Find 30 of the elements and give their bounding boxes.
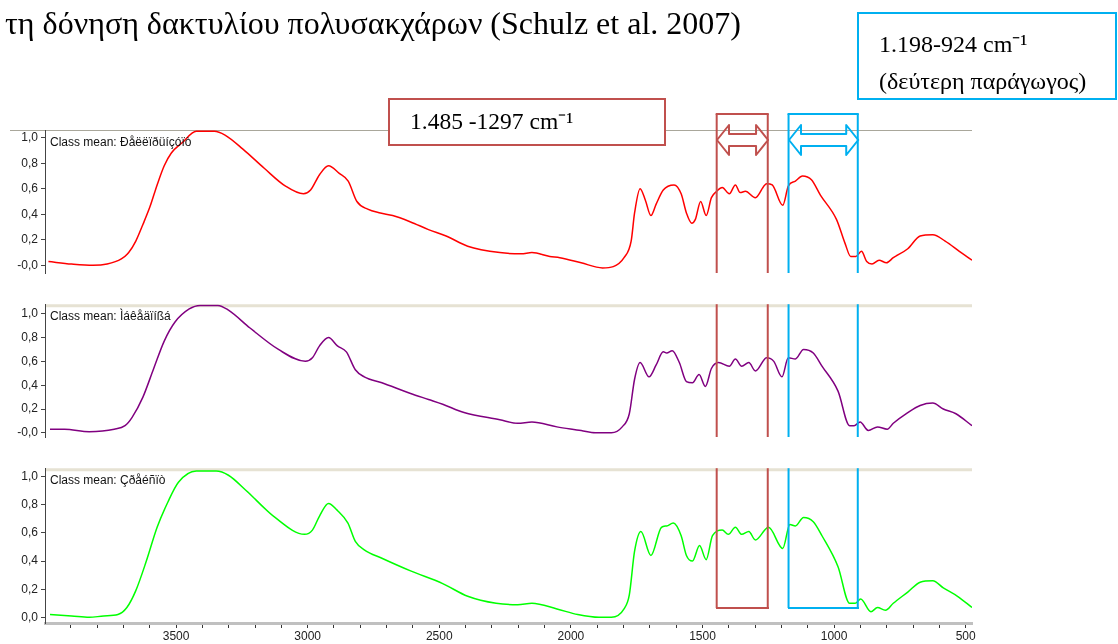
y-tick-label: 0,4	[21, 206, 39, 221]
y-tick-label: 0,8	[21, 329, 39, 344]
y-tick-label: 1,0	[21, 468, 39, 483]
y-tick-label: 0,2	[21, 401, 39, 416]
x-tick-label: 3500	[162, 628, 190, 643]
text: τη δόνηση δακτυλίου πολυσακχάρων (Schulz et al. 2007)	[5, 5, 741, 42]
y-tick-label: 0,4	[21, 377, 39, 392]
x-tick-label: 1000	[820, 628, 848, 643]
y-tick-label: 0,4	[21, 553, 39, 568]
y-tick-label: 1,0	[21, 306, 39, 321]
y-tick-label: 0,2	[21, 232, 39, 247]
y-tick-label: 0,0	[21, 609, 39, 624]
y-tick-label: 0,8	[21, 497, 39, 512]
y-tick-label: 0,2	[21, 581, 39, 596]
text: Class mean: Ìáêåäïíßá	[50, 309, 171, 324]
y-tick-label: 0,8	[21, 155, 39, 170]
text: Class mean: Çðåéñïò	[50, 473, 166, 488]
y-tick-label: 0,6	[21, 525, 39, 540]
y-tick-label: 0,6	[21, 353, 39, 368]
y-tick-label: -0,0	[17, 425, 39, 440]
y-tick-label: -0,0	[17, 257, 39, 272]
y-tick-label: 1,0	[21, 129, 39, 144]
x-tick-label: 3000	[294, 628, 322, 643]
x-tick-label: 2500	[425, 628, 453, 643]
x-tick-label: 1500	[689, 628, 717, 643]
text: 1.198-924 cm⁻¹ (δεύτερη παράγωγος)	[879, 30, 1088, 96]
annotation: 1.485 -1297 cm⁻¹	[410, 107, 575, 135]
x-tick-label: 2000	[557, 628, 585, 643]
x-tick-label: 500	[955, 628, 977, 643]
y-tick-label: 0,6	[21, 181, 39, 196]
